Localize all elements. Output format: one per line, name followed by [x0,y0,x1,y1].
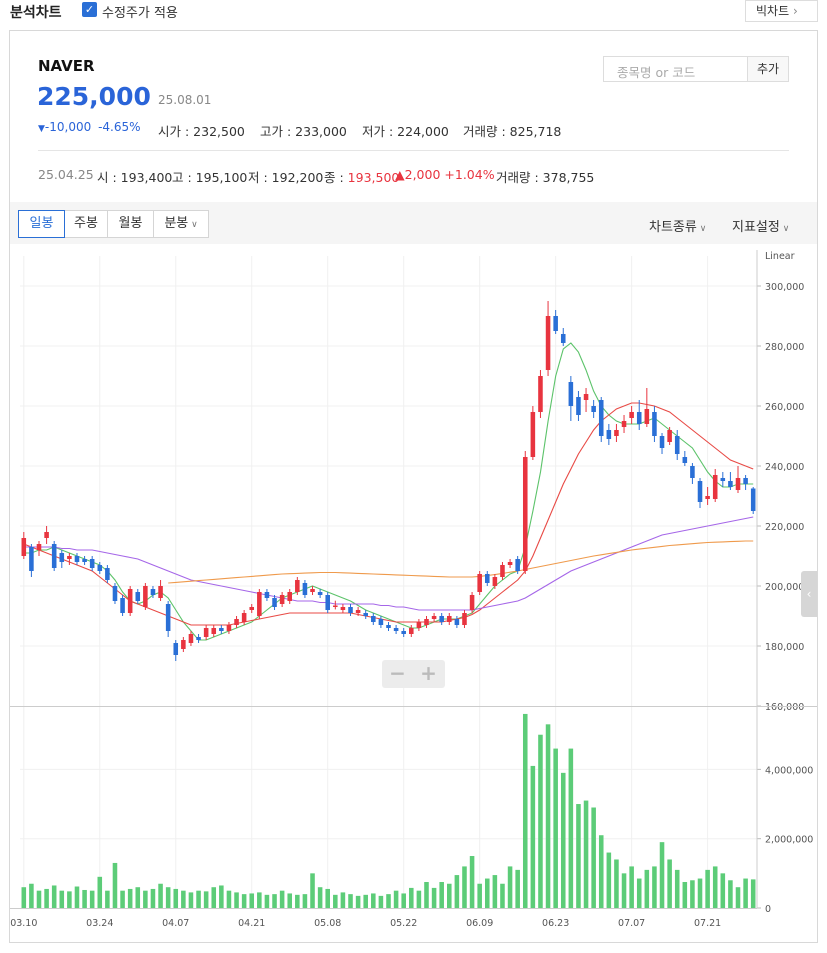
up-triangle-icon: ▲ [395,167,405,182]
change-amount: -10,000 [44,120,92,134]
history-close: 종 : 193,500 [324,167,399,186]
chevron-down-icon: ∨ [779,224,790,234]
stat-low: 저가 : 224,000 [362,124,449,139]
tab-weekly[interactable]: 주봉 [64,210,108,238]
down-triangle-icon: ▼ [38,124,45,134]
divider [38,150,789,151]
current-price: 225,000 [37,82,151,111]
history-change: ▲2,000 +1.04% [395,167,495,182]
history-open: 시 : 193,400 [97,170,173,185]
chevron-down-icon: ∨ [188,220,198,230]
history-close-label: 종 : [324,170,348,185]
history-close-value: 193,500 [347,170,400,185]
stock-name: NAVER [38,57,95,75]
history-high: 고 : 195,100 [172,170,248,185]
tab-minute[interactable]: 분봉 ∨ [153,210,209,238]
page-title: 분석차트 [10,5,62,21]
chevron-left-icon: ‹ [806,587,812,601]
adjusted-price-checkbox[interactable]: ✓ [82,2,97,17]
history-low: 저 : 192,200 [248,170,324,185]
add-button[interactable]: 추가 [747,56,789,82]
change-percent: -4.65% [98,120,141,134]
zoom-in-button[interactable]: + [420,661,437,685]
chart-type-menu[interactable]: 차트종류 ∨ [649,216,706,235]
big-chart-label: 빅차트 [756,4,793,18]
stat-volume: 거래량 : 825,718 [463,124,562,139]
zoom-out-button[interactable]: − [389,661,406,685]
history-change-amount: 2,000 [404,167,441,182]
price-change: ▼-10,000 -4.65% [38,120,141,134]
chevron-down-icon: ∨ [696,224,707,234]
chart-type-label: 차트종류 [649,220,697,235]
tab-minute-label: 분봉 [164,216,189,231]
indicator-settings-menu[interactable]: 지표설정 ∨ [732,216,789,235]
chevron-right-icon: › [792,4,798,18]
tab-daily[interactable]: 일봉 [18,210,65,238]
big-chart-button[interactable]: 빅차트 › [745,0,818,22]
price-date: 25.08.01 [158,93,212,107]
side-panel-handle[interactable]: ‹ [801,571,817,617]
search-input[interactable]: 종목명 or 코드 [603,56,748,82]
history-change-percent: +1.04% [444,167,495,182]
period-tab-bar: 일봉 주봉 월봉 분봉 ∨ 차트종류 ∨ 지표설정 ∨ [10,202,817,244]
history-volume: 거래량 : 378,755 [496,170,595,185]
zoom-controls: − + [382,660,445,688]
adjusted-price-label[interactable]: 수정주가 적용 [102,6,178,21]
stat-high: 고가 : 233,000 [260,124,347,139]
top-bar: 분석차트 ✓ 수정주가 적용 빅차트 › [0,0,827,24]
stat-open: 시가 : 232,500 [158,124,245,139]
chart-panel [9,30,818,943]
indicator-settings-label: 지표설정 [732,220,780,235]
history-date: 25.04.25 [38,167,94,182]
tab-monthly[interactable]: 월봉 [107,210,154,238]
